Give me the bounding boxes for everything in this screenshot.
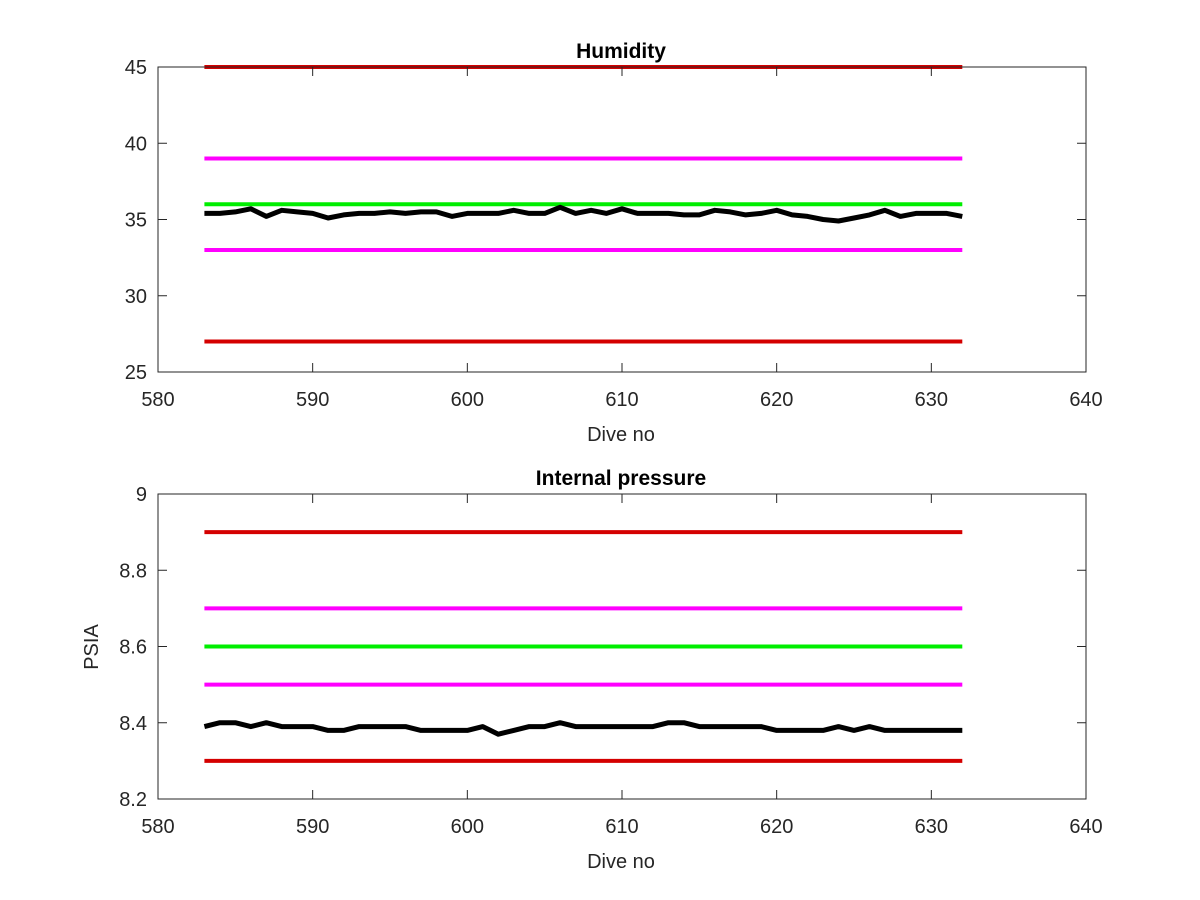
humidity-title: Humidity — [576, 40, 666, 63]
humidity-x-tick-label: 610 — [605, 389, 638, 411]
pressure-x-tick-label: 640 — [1069, 816, 1102, 838]
humidity-axes-box — [157, 66, 1087, 373]
humidity-y-tick-label: 40 — [125, 133, 147, 155]
pressure-series-group — [203, 530, 963, 763]
pressure-title: Internal pressure — [536, 467, 706, 490]
pressure-y-tick-label: 8.2 — [119, 789, 147, 811]
pressure-y-axis-label: PSIA — [81, 624, 103, 670]
humidity-series-group — [204, 65, 963, 344]
humidity-x-tick-label: 640 — [1069, 389, 1102, 411]
pressure-ticks: 580 590 600 610 620 630 640 8.2 8.4 8.6 8.8 9 — [119, 484, 1103, 838]
pressure-y-tick-label: 8.6 — [119, 637, 147, 659]
pressure-x-tick-label: 580 — [141, 816, 174, 838]
humidity-panel: Humidity 580 590 600 610 620 630 640 25 30 35 40 45… — [125, 40, 1103, 446]
pressure-x-tick-label: 600 — [451, 816, 484, 838]
humidity-x-tick-label: 600 — [451, 389, 484, 411]
pressure-x-axis-label: Dive no — [587, 851, 655, 873]
humidity-y-tick-label: 35 — [125, 210, 147, 232]
pressure-x-tick-label: 630 — [915, 816, 948, 838]
pressure-x-tick-label: 590 — [296, 816, 329, 838]
humidity-ticks: 580 590 600 610 620 630 640 25 30 35 40 45 — [125, 57, 1103, 411]
pressure-y-tick-label: 9 — [136, 484, 147, 506]
pressure-x-tick-label: 610 — [605, 816, 638, 838]
pressure-y-tick-label: 8.8 — [119, 560, 147, 582]
humidity-y-tick-label: 45 — [125, 57, 147, 79]
humidity-measured-line — [204, 204, 963, 224]
humidity-x-tick-label: 630 — [915, 389, 948, 411]
humidity-y-tick-label: 25 — [125, 362, 147, 384]
humidity-x-tick-label: 580 — [141, 389, 174, 411]
pressure-x-tick-label: 620 — [760, 816, 793, 838]
pressure-measured-line — [203, 720, 963, 737]
pressure-panel: Internal pressure 580 590 600 610 620 630 640 8… — [81, 467, 1103, 873]
humidity-x-tick-label: 590 — [296, 389, 329, 411]
humidity-y-tick-label: 30 — [125, 286, 147, 308]
humidity-x-tick-label: 620 — [760, 389, 793, 411]
humidity-x-axis-label: Dive no — [587, 424, 655, 446]
pressure-y-tick-label: 8.4 — [119, 713, 147, 735]
